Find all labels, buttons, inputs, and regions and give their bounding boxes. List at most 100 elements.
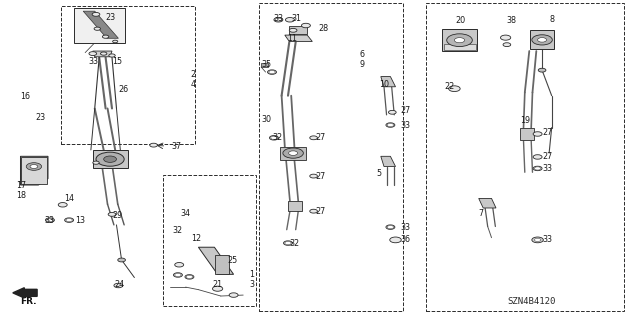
Text: 25: 25 <box>227 256 237 265</box>
Text: 33: 33 <box>88 57 99 66</box>
Circle shape <box>310 209 317 213</box>
Circle shape <box>289 28 297 32</box>
Circle shape <box>150 143 157 147</box>
Text: 7: 7 <box>479 209 484 218</box>
Circle shape <box>538 38 547 42</box>
Circle shape <box>113 40 118 43</box>
Circle shape <box>388 110 396 114</box>
Text: 27: 27 <box>315 172 325 181</box>
Circle shape <box>533 155 542 159</box>
Circle shape <box>229 293 238 297</box>
Circle shape <box>386 225 395 229</box>
Circle shape <box>454 38 465 43</box>
Text: 1: 1 <box>250 271 255 279</box>
Text: SZN4B4120: SZN4B4120 <box>507 297 556 306</box>
Circle shape <box>274 18 283 22</box>
Text: 29: 29 <box>112 211 122 220</box>
Text: 22: 22 <box>445 82 455 91</box>
Text: 17: 17 <box>16 181 26 189</box>
Circle shape <box>45 218 54 222</box>
Text: 27: 27 <box>543 128 553 137</box>
Circle shape <box>500 35 511 40</box>
Circle shape <box>26 163 42 170</box>
Circle shape <box>58 203 67 207</box>
Circle shape <box>310 136 317 140</box>
Circle shape <box>185 275 194 279</box>
Text: 27: 27 <box>315 207 325 216</box>
Circle shape <box>533 166 542 171</box>
Text: 13: 13 <box>76 216 86 225</box>
Circle shape <box>289 151 298 155</box>
Circle shape <box>47 219 53 222</box>
Text: 23: 23 <box>35 113 45 122</box>
Polygon shape <box>74 8 125 43</box>
Circle shape <box>503 43 511 47</box>
Circle shape <box>96 152 124 166</box>
Bar <box>426 3 624 311</box>
Text: 37: 37 <box>172 142 182 151</box>
Bar <box>280 147 306 160</box>
Text: 27: 27 <box>543 152 553 161</box>
Circle shape <box>534 167 541 170</box>
Bar <box>93 150 128 168</box>
Bar <box>261 63 268 67</box>
Text: 20: 20 <box>456 16 466 25</box>
Text: 14: 14 <box>64 194 74 203</box>
Bar <box>61 6 195 144</box>
Circle shape <box>109 54 115 57</box>
Text: 27: 27 <box>315 133 325 142</box>
Circle shape <box>30 165 38 168</box>
Circle shape <box>92 12 100 16</box>
Circle shape <box>269 136 278 140</box>
Text: 31: 31 <box>291 14 301 23</box>
Circle shape <box>285 18 294 22</box>
Circle shape <box>534 238 541 241</box>
Circle shape <box>173 273 182 277</box>
Circle shape <box>65 218 74 222</box>
Text: 32: 32 <box>272 133 282 142</box>
Circle shape <box>285 241 291 245</box>
Text: 16: 16 <box>20 92 31 101</box>
Text: 32: 32 <box>289 239 300 248</box>
Circle shape <box>269 70 275 74</box>
Text: 4: 4 <box>191 80 196 89</box>
Text: FR.: FR. <box>20 297 37 306</box>
Text: 28: 28 <box>319 24 329 33</box>
Bar <box>163 175 256 306</box>
Bar <box>530 30 554 49</box>
Circle shape <box>275 18 282 21</box>
Text: 2: 2 <box>191 70 196 78</box>
Text: 33: 33 <box>274 14 284 23</box>
Bar <box>288 201 302 211</box>
Text: 36: 36 <box>400 235 410 244</box>
Text: 6: 6 <box>360 50 365 59</box>
Text: 34: 34 <box>180 209 191 218</box>
Text: 32: 32 <box>173 226 183 235</box>
Circle shape <box>102 35 109 38</box>
Circle shape <box>301 23 310 28</box>
Text: 18: 18 <box>16 191 26 200</box>
Polygon shape <box>93 51 112 57</box>
Text: 9: 9 <box>360 60 365 69</box>
Circle shape <box>284 241 292 245</box>
Circle shape <box>212 286 223 291</box>
Circle shape <box>66 219 72 222</box>
Circle shape <box>271 136 277 139</box>
Bar <box>520 128 534 140</box>
Circle shape <box>310 174 317 178</box>
Text: 35: 35 <box>261 60 271 69</box>
Text: 26: 26 <box>118 85 129 94</box>
Text: 10: 10 <box>379 80 389 89</box>
Circle shape <box>94 27 100 30</box>
Text: 33: 33 <box>400 223 410 232</box>
Circle shape <box>89 52 97 56</box>
Text: 5: 5 <box>376 169 381 178</box>
Bar <box>289 26 307 34</box>
Polygon shape <box>381 156 396 167</box>
Bar <box>259 3 403 311</box>
Circle shape <box>268 70 276 74</box>
Text: 11: 11 <box>287 34 297 43</box>
Circle shape <box>108 212 116 216</box>
Circle shape <box>386 123 395 127</box>
Polygon shape <box>83 11 118 38</box>
